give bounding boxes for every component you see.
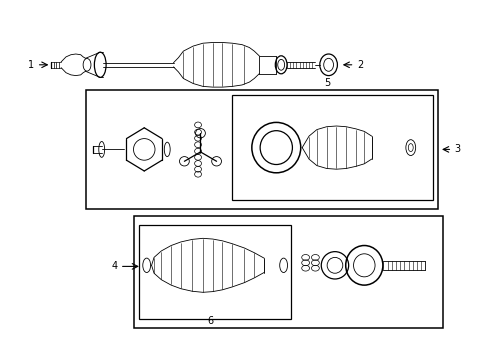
Bar (85, 90, 437, 209)
Text: 4: 4 (111, 261, 117, 271)
Bar (134, 216, 442, 328)
Text: 3: 3 (454, 144, 460, 154)
Text: 1: 1 (28, 60, 34, 70)
Bar (232, 95, 432, 200)
Text: 2: 2 (356, 60, 363, 70)
Text: 5: 5 (324, 78, 330, 88)
Bar (139, 225, 290, 319)
Text: 6: 6 (207, 316, 213, 326)
